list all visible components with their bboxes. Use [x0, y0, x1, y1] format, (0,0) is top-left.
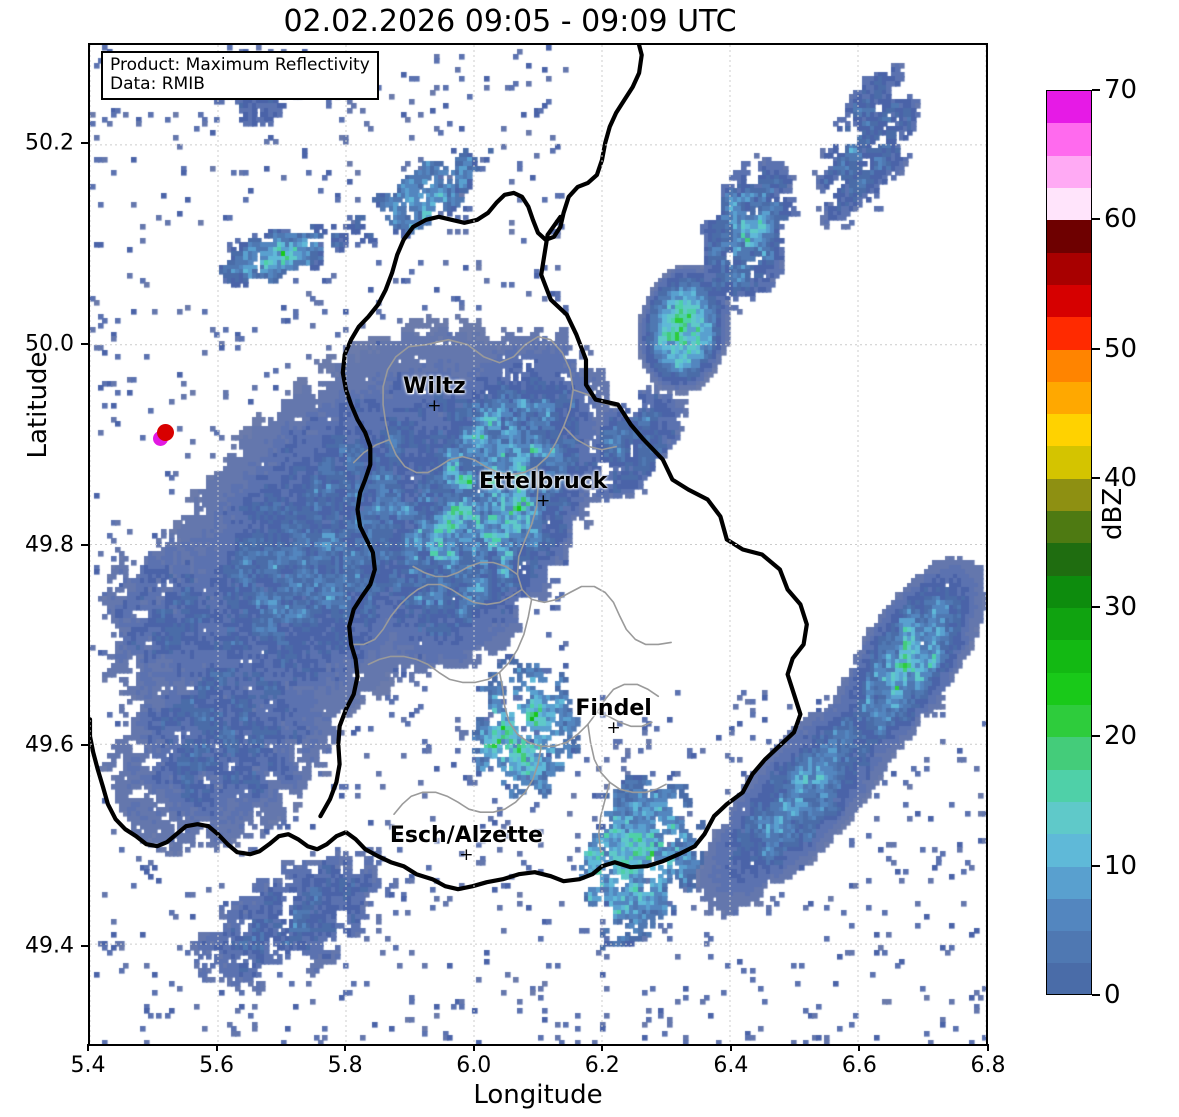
colorbar-tick — [1092, 864, 1100, 867]
colorbar-band — [1047, 608, 1091, 641]
colorbar-tick-label: 40 — [1104, 462, 1138, 493]
x-axis-tick — [472, 1044, 475, 1051]
x-axis-title: Longitude — [473, 1080, 603, 1110]
colorbar-band — [1047, 963, 1091, 994]
colorbar-tick — [1092, 994, 1100, 996]
colorbar-band — [1047, 91, 1091, 124]
x-axis-tick-label: 6.6 — [841, 1053, 877, 1078]
y-axis-tick-label: 50.2 — [25, 130, 74, 156]
colorbar-band — [1047, 737, 1091, 770]
colorbar-band — [1047, 898, 1091, 932]
colorbar-band — [1047, 478, 1091, 512]
colorbar-band — [1047, 769, 1091, 802]
colorbar-band — [1047, 155, 1091, 188]
y-axis-tick-label: 49.4 — [25, 933, 74, 959]
geographic-borders-layer — [90, 45, 809, 892]
y-axis-tick — [81, 543, 88, 546]
colorbar-tick-label: 10 — [1104, 850, 1138, 881]
colorbar-band — [1047, 575, 1091, 608]
colorbar-band — [1047, 349, 1091, 382]
city-label-wiltz: Wiltz + — [403, 374, 466, 414]
city-label-ettelbruck: Ettelbruck + — [479, 469, 607, 509]
colorbar-band — [1047, 834, 1091, 867]
colorbar-tick — [1092, 735, 1100, 738]
x-axis-tick-label: 5.8 — [327, 1053, 363, 1078]
colorbar-tick-label: 0 — [1104, 980, 1121, 1010]
city-marker-plus-icon: + — [459, 845, 474, 866]
city-label-findel: Findel + — [575, 696, 651, 736]
x-axis-tick-label: 6.8 — [970, 1053, 1006, 1078]
colorbar-title: dBZ — [1098, 487, 1128, 540]
colorbar-band — [1047, 866, 1091, 899]
colorbar-tick-label: 20 — [1104, 721, 1138, 752]
x-axis-tick-label: 5.6 — [199, 1053, 235, 1078]
y-axis-tick-label: 50.0 — [25, 331, 74, 357]
y-axis-tick-label: 49.8 — [25, 532, 74, 557]
city-marker-plus-icon: + — [606, 718, 621, 739]
data-source-label: Data: RMIB — [110, 74, 205, 95]
colorbar-band — [1047, 511, 1091, 544]
x-axis-tick — [601, 1044, 604, 1051]
y-axis-tick — [81, 744, 88, 747]
city-marker-plus-icon: + — [536, 490, 551, 511]
colorbar-tick-label: 70 — [1104, 75, 1138, 105]
x-axis-tick — [858, 1044, 861, 1051]
colorbar-tick — [1092, 347, 1100, 350]
colorbar-band — [1047, 381, 1091, 415]
city-label-esch-alzette: Esch/Alzette + — [390, 823, 543, 863]
colorbar-band — [1047, 414, 1091, 447]
x-axis-tick — [344, 1044, 347, 1051]
city-name: Findel — [575, 696, 652, 722]
y-axis-tick — [81, 142, 88, 145]
colorbar-band — [1047, 672, 1091, 705]
x-axis-tick — [729, 1044, 732, 1051]
y-axis-tick — [81, 944, 88, 947]
x-axis-tick — [215, 1044, 218, 1051]
product-info-box: Product: Maximum Reflectivity Data: RMIB — [101, 51, 379, 101]
x-axis-tick — [87, 1044, 89, 1051]
colorbar-band — [1047, 317, 1091, 350]
colorbar-tick — [1092, 89, 1100, 91]
colorbar-band — [1047, 220, 1091, 253]
colorbar-band — [1047, 931, 1091, 964]
x-axis-tick-label: 6.0 — [456, 1053, 492, 1078]
colorbar-tick-label: 30 — [1104, 592, 1138, 623]
radar-site-outer-dot — [157, 423, 175, 441]
x-axis-tick — [987, 1044, 989, 1051]
colorbar-band — [1047, 284, 1091, 318]
city-name: Wiltz — [403, 373, 466, 399]
colorbar-tick — [1092, 218, 1100, 221]
colorbar-band — [1047, 801, 1091, 835]
city-name: Esch/Alzette — [389, 823, 543, 849]
colorbar-tick-label: 60 — [1104, 204, 1138, 235]
colorbar-band — [1047, 543, 1091, 576]
x-axis-tick-label: 6.2 — [584, 1053, 620, 1078]
colorbar-band — [1047, 446, 1091, 479]
colorbar-tick — [1092, 476, 1100, 479]
gridlines-layer — [90, 45, 986, 1044]
colorbar-band — [1047, 252, 1091, 285]
y-axis-tick — [81, 342, 88, 345]
x-axis-tick-label: 5.4 — [70, 1053, 106, 1078]
colorbar-band — [1047, 123, 1091, 156]
x-axis-tick-label: 6.4 — [713, 1053, 749, 1078]
city-marker-plus-icon: + — [427, 395, 442, 416]
product-label: Product: Maximum Reflectivity — [110, 55, 370, 75]
colorbar-tick — [1092, 606, 1100, 609]
y-axis-tick-label: 49.6 — [25, 732, 74, 758]
colorbar-band — [1047, 640, 1091, 673]
city-name: Ettelbruck — [478, 468, 608, 494]
colorbar — [1046, 90, 1092, 995]
map-plot-area[interactable]: Product: Maximum Reflectivity Data: RMIB… — [88, 43, 988, 1046]
colorbar-tick-label: 50 — [1104, 333, 1138, 364]
colorbar-band — [1047, 187, 1091, 221]
y-axis-title: Latitude — [23, 351, 53, 459]
figure-title: 02.02.2026 09:05 - 09:09 UTC — [283, 4, 737, 39]
colorbar-band — [1047, 704, 1091, 738]
